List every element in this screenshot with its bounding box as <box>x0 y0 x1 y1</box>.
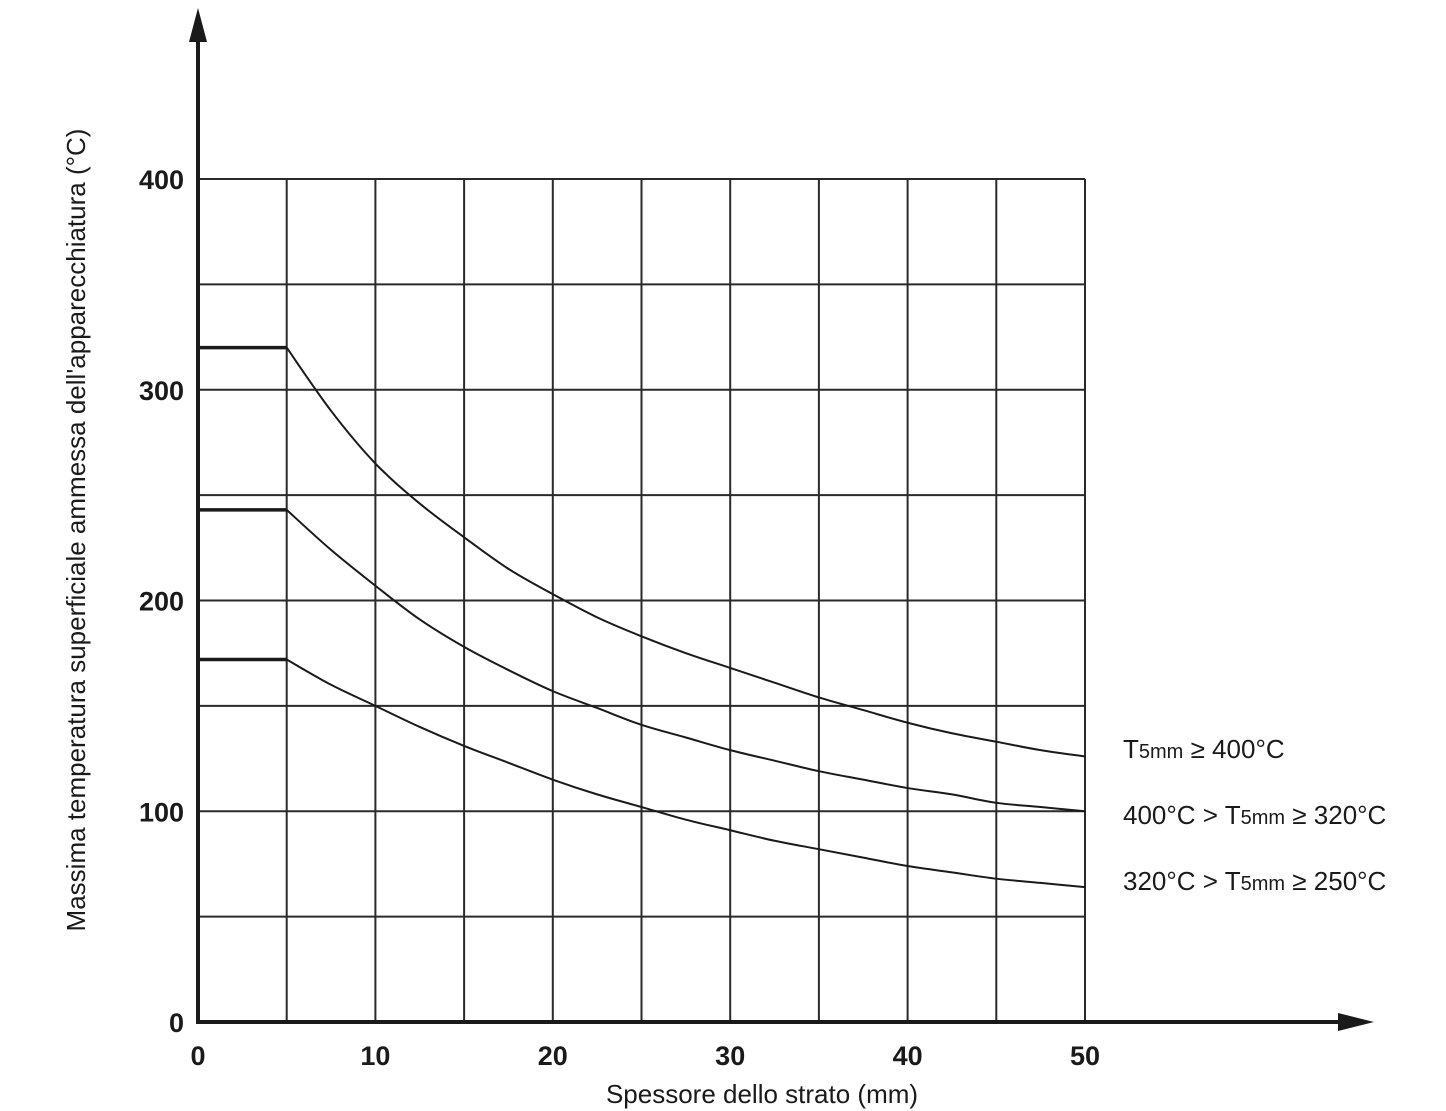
y-tick-label: 400 <box>139 165 184 195</box>
x-axis-arrowhead <box>1338 1013 1374 1031</box>
x-tick-label: 30 <box>715 1041 745 1071</box>
x-tick-label: 50 <box>1070 1041 1100 1071</box>
y-tick-label: 100 <box>139 797 184 827</box>
x-tick-label: 20 <box>538 1041 568 1071</box>
x-axis-title: Spessore dello strato (mm) <box>606 1079 918 1109</box>
y-axis-arrowhead <box>189 8 207 42</box>
y-tick-labels: 0 100 200 300 400 <box>139 165 184 1038</box>
x-tick-label: 40 <box>893 1041 923 1071</box>
series-label-3: 320°C > T5mm ≥ 250°C <box>1123 866 1386 896</box>
series-label-1: T5mm ≥ 400°C <box>1123 734 1285 764</box>
series-labels: T5mm ≥ 400°C 400°C > T5mm ≥ 320°C 320°C > … <box>1123 734 1386 896</box>
series-lines <box>198 345 1086 889</box>
x-tick-label: 10 <box>360 1041 390 1071</box>
series-line-2 <box>286 509 1086 813</box>
grid <box>198 178 1086 1022</box>
series-line-3 <box>286 658 1086 889</box>
x-tick-label: 0 <box>190 1041 205 1071</box>
series-line-1 <box>285 347 1086 758</box>
y-axis-title: Massima temperatura superficiale ammessa… <box>61 129 91 932</box>
series-label-2: 400°C > T5mm ≥ 320°C <box>1123 800 1386 830</box>
y-tick-label: 300 <box>139 376 184 406</box>
y-tick-label: 0 <box>169 1008 184 1038</box>
y-tick-label: 200 <box>139 587 184 617</box>
x-tick-labels: 0 10 20 30 40 50 <box>190 1041 1100 1071</box>
axes <box>189 8 1374 1031</box>
